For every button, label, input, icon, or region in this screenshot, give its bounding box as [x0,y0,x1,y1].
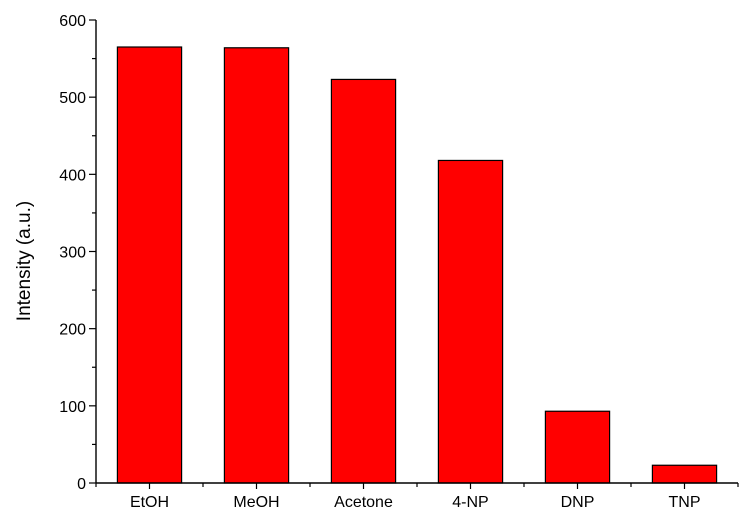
y-tick-label-3: 300 [59,245,86,262]
x-tick-label-3: 4-NP [452,494,488,511]
bar-3 [437,159,504,484]
bar-4 [544,410,611,484]
x-tick-label-0: EtOH [130,494,169,511]
bar-1 [223,47,290,484]
y-axis-title: Intensity (a.u.) [14,201,35,321]
bar-5 [651,464,718,484]
bar-2 [330,78,397,484]
y-tick-label-4: 400 [59,167,86,184]
x-tick-label-1: MeOH [233,494,279,511]
y-tick-label-2: 200 [59,322,86,339]
x-axis: EtOH MeOH Acetone 4-NP DNP TNP [95,482,739,511]
y-tick-label-6: 600 [59,13,86,30]
x-tick-label-5: TNP [669,494,701,511]
y-tick-label-1: 100 [59,399,86,416]
x-tick-label-2: Acetone [334,494,393,511]
y-tick-label-5: 500 [59,90,86,107]
bar-0 [116,46,183,484]
x-tick-label-4: DNP [561,494,595,511]
y-tick-label-0: 0 [77,476,86,493]
y-axis: 0 100 200 300 400 500 600 [59,13,97,493]
bars-layer [116,46,718,484]
